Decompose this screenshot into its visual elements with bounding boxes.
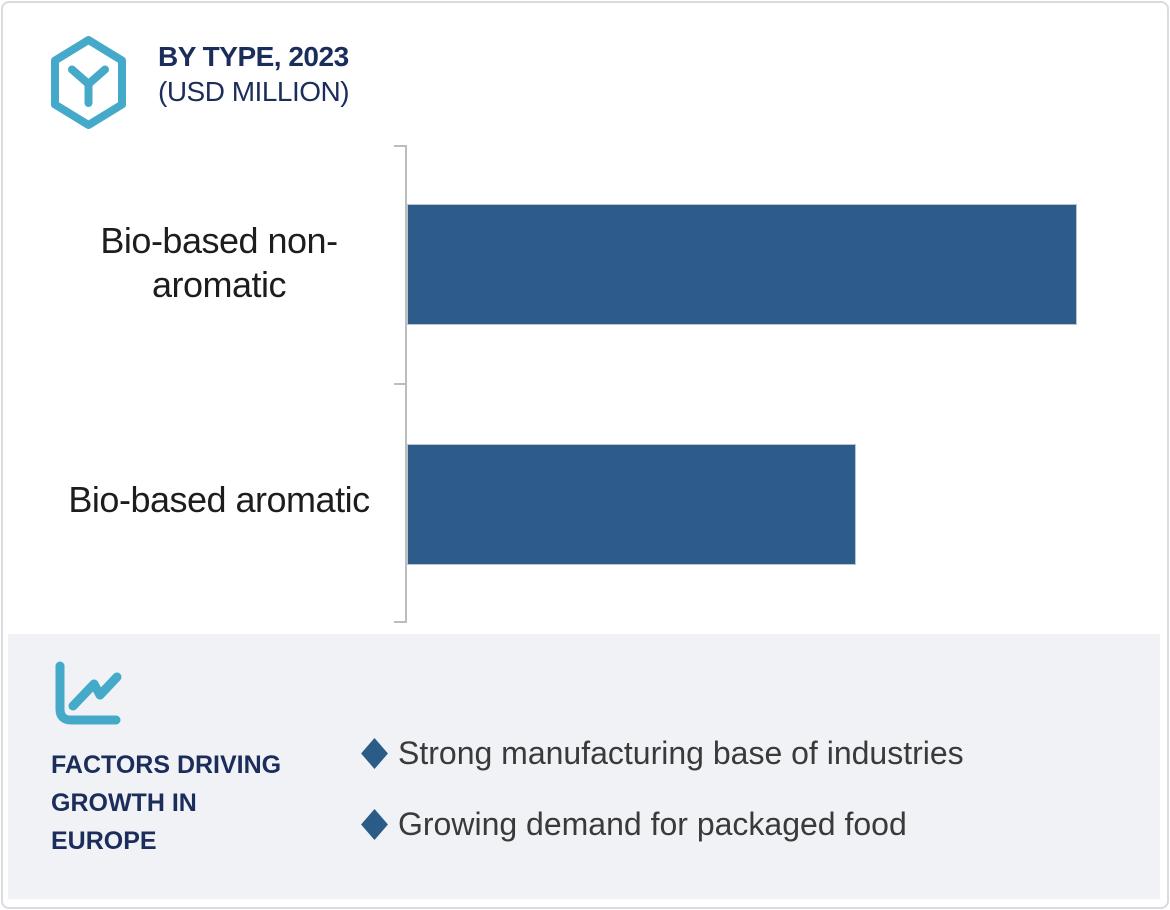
factor-text: Growing demand for packaged food xyxy=(398,805,907,842)
factor-item: Strong manufacturing base of industries xyxy=(355,731,964,775)
axis-tick xyxy=(394,383,405,385)
bar-bio-based-aromatic xyxy=(407,444,856,565)
chart-title-line1: BY TYPE, 2023 xyxy=(158,41,349,72)
axis-tick xyxy=(394,621,405,623)
hexagon-cube-icon xyxy=(51,36,126,129)
factor-text: Strong manufacturing base of industries xyxy=(398,734,964,771)
axis-tick xyxy=(394,145,405,147)
chart-title-line2: (USD MILLION) xyxy=(158,76,350,107)
factors-panel: FACTORS DRIVING GROWTH IN EUROPE Strong … xyxy=(8,634,1160,899)
y-axis xyxy=(394,145,407,623)
factor-item: Growing demand for packaged food xyxy=(355,802,964,846)
line-chart-icon xyxy=(55,661,122,725)
factors-list: Strong manufacturing base of industries … xyxy=(355,731,964,873)
diamond-bullet-icon xyxy=(361,737,388,769)
bar-label-bio-based-aromatic: Bio-based aromatic xyxy=(68,479,370,520)
factors-panel-title: FACTORS DRIVING GROWTH IN EUROPE xyxy=(51,751,282,855)
bar-label-bio-based-non-aromatic: Bio-based non-aromatic xyxy=(100,220,338,305)
chart-title: BY TYPE, 2023 (USD MILLION) xyxy=(158,39,350,109)
bar-bio-based-non-aromatic xyxy=(407,204,1077,325)
diamond-bullet-icon xyxy=(361,808,388,840)
